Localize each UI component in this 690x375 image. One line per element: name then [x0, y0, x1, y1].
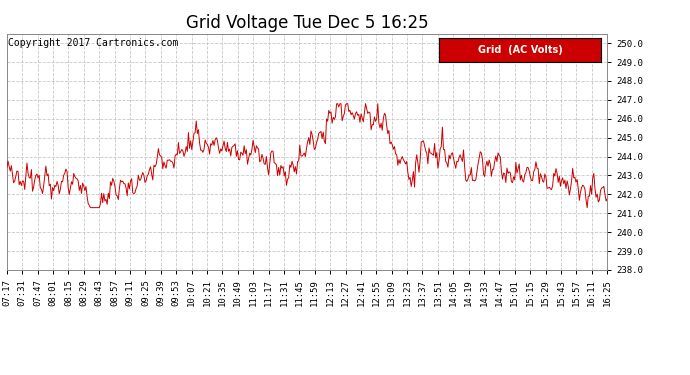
Text: Copyright 2017 Cartronics.com: Copyright 2017 Cartronics.com: [8, 39, 179, 48]
Title: Grid Voltage Tue Dec 5 16:25: Grid Voltage Tue Dec 5 16:25: [186, 14, 428, 32]
